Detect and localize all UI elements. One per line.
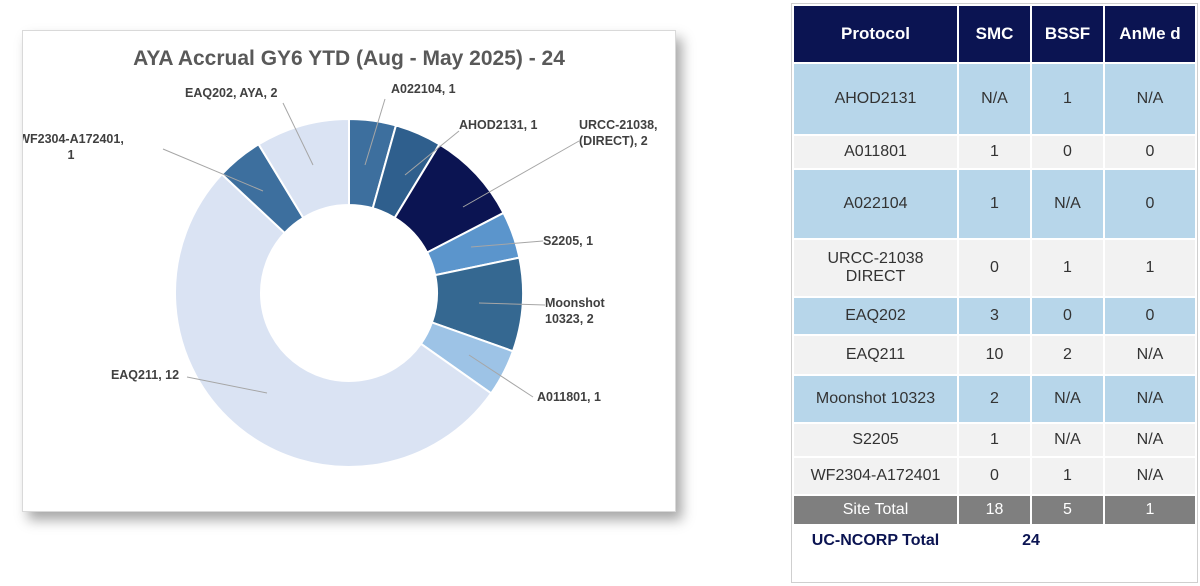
data-label: EAQ202, AYA, 2 bbox=[185, 86, 277, 100]
table-header-row: Protocol SMC BSSF AnMe d bbox=[794, 6, 1195, 62]
cell-smc: 1 bbox=[959, 424, 1030, 456]
pie-slice bbox=[174, 172, 493, 468]
cell-bssf: 0 bbox=[1032, 136, 1103, 168]
cell-bssf: N/A bbox=[1032, 424, 1103, 456]
header-smc: SMC bbox=[959, 6, 1030, 62]
leader-line bbox=[462, 140, 580, 208]
cell-protocol: URCC-21038 DIRECT bbox=[794, 240, 957, 296]
table-row: A022104 1 N/A 0 bbox=[794, 170, 1195, 238]
protocol-table: Protocol SMC BSSF AnMe d AHOD2131 N/A 1 … bbox=[792, 4, 1197, 558]
table-row: URCC-21038 DIRECT 0 1 1 bbox=[794, 240, 1195, 296]
grand-total-value: 24 bbox=[959, 526, 1103, 556]
site-total-anmed: 1 bbox=[1105, 496, 1195, 524]
cell-bssf: N/A bbox=[1032, 170, 1103, 238]
grand-total-label: UC-NCORP Total bbox=[794, 526, 957, 556]
cell-bssf: 1 bbox=[1032, 64, 1103, 134]
cell-smc: N/A bbox=[959, 64, 1030, 134]
grand-total-spacer bbox=[1105, 526, 1195, 556]
data-label: AHOD2131, 1 bbox=[459, 118, 538, 132]
table-row: S2205 1 N/A N/A bbox=[794, 424, 1195, 456]
cell-protocol: AHOD2131 bbox=[794, 64, 957, 134]
table-row: EAQ211 10 2 N/A bbox=[794, 336, 1195, 374]
cell-smc: 2 bbox=[959, 376, 1030, 422]
cell-anmed: 0 bbox=[1105, 298, 1195, 334]
cell-protocol: EAQ211 bbox=[794, 336, 957, 374]
cell-anmed: 0 bbox=[1105, 170, 1195, 238]
leader-line bbox=[364, 98, 386, 166]
leader-line bbox=[470, 240, 544, 248]
leader-line bbox=[468, 354, 534, 398]
site-total-smc: 18 bbox=[959, 496, 1030, 524]
data-label: A022104, 1 bbox=[391, 82, 456, 96]
cell-smc: 1 bbox=[959, 170, 1030, 238]
cell-anmed: N/A bbox=[1105, 64, 1195, 134]
leader-line bbox=[478, 302, 546, 306]
cell-smc: 1 bbox=[959, 136, 1030, 168]
cell-smc: 10 bbox=[959, 336, 1030, 374]
cell-bssf: 1 bbox=[1032, 240, 1103, 296]
cell-smc: 0 bbox=[959, 458, 1030, 494]
cell-smc: 0 bbox=[959, 240, 1030, 296]
cell-anmed: N/A bbox=[1105, 376, 1195, 422]
site-total-label: Site Total bbox=[794, 496, 957, 524]
pie-slice bbox=[257, 117, 350, 220]
data-label: S2205, 1 bbox=[543, 234, 593, 248]
leader-line bbox=[186, 376, 268, 394]
cell-anmed: N/A bbox=[1105, 424, 1195, 456]
site-total-bssf: 5 bbox=[1032, 496, 1103, 524]
header-protocol: Protocol bbox=[794, 6, 957, 62]
cell-protocol: EAQ202 bbox=[794, 298, 957, 334]
header-anmed: AnMe d bbox=[1105, 6, 1195, 62]
cell-bssf: N/A bbox=[1032, 376, 1103, 422]
table-row: WF2304-A172401 0 1 N/A bbox=[794, 458, 1195, 494]
table-row: Moonshot 10323 2 N/A N/A bbox=[794, 376, 1195, 422]
cell-protocol: S2205 bbox=[794, 424, 957, 456]
donut-chart: A022104, 1 AHOD2131, 1 URCC-21038, (DIRECT)… bbox=[23, 82, 658, 468]
cell-anmed: 1 bbox=[1105, 240, 1195, 296]
cell-anmed: 0 bbox=[1105, 136, 1195, 168]
data-label: Moonshot 10323, 2 bbox=[545, 296, 606, 326]
cell-protocol: A011801 bbox=[794, 136, 957, 168]
cell-protocol: WF2304-A172401 bbox=[794, 458, 957, 494]
cell-anmed: N/A bbox=[1105, 458, 1195, 494]
grand-total-row: UC-NCORP Total 24 bbox=[794, 526, 1195, 556]
cell-bssf: 0 bbox=[1032, 298, 1103, 334]
cell-bssf: 1 bbox=[1032, 458, 1103, 494]
table-row: A011801 1 0 0 bbox=[794, 136, 1195, 168]
leader-line bbox=[162, 148, 264, 192]
table-row: AHOD2131 N/A 1 N/A bbox=[794, 64, 1195, 134]
leader-line bbox=[282, 102, 314, 166]
data-label: EAQ211, 12 bbox=[111, 368, 179, 382]
cell-protocol: A022104 bbox=[794, 170, 957, 238]
site-total-row: Site Total 18 5 1 bbox=[794, 496, 1195, 524]
cell-anmed: N/A bbox=[1105, 336, 1195, 374]
data-label: WF2304-A172401, 1 bbox=[23, 132, 124, 162]
protocol-table-panel: Protocol SMC BSSF AnMe d AHOD2131 N/A 1 … bbox=[791, 3, 1198, 583]
header-bssf: BSSF bbox=[1032, 6, 1103, 62]
cell-smc: 3 bbox=[959, 298, 1030, 334]
cell-bssf: 2 bbox=[1032, 336, 1103, 374]
data-label: A011801, 1 bbox=[537, 390, 601, 404]
chart-title: AYA Accrual GY6 YTD (Aug - May 2025) - 2… bbox=[133, 47, 565, 70]
chart-card: AYA Accrual GY6 YTD (Aug - May 2025) - 2… bbox=[22, 30, 676, 512]
cell-protocol: Moonshot 10323 bbox=[794, 376, 957, 422]
table-row: EAQ202 3 0 0 bbox=[794, 298, 1195, 334]
data-label: URCC-21038, (DIRECT), 2 bbox=[579, 118, 658, 148]
leader-line bbox=[404, 130, 460, 176]
